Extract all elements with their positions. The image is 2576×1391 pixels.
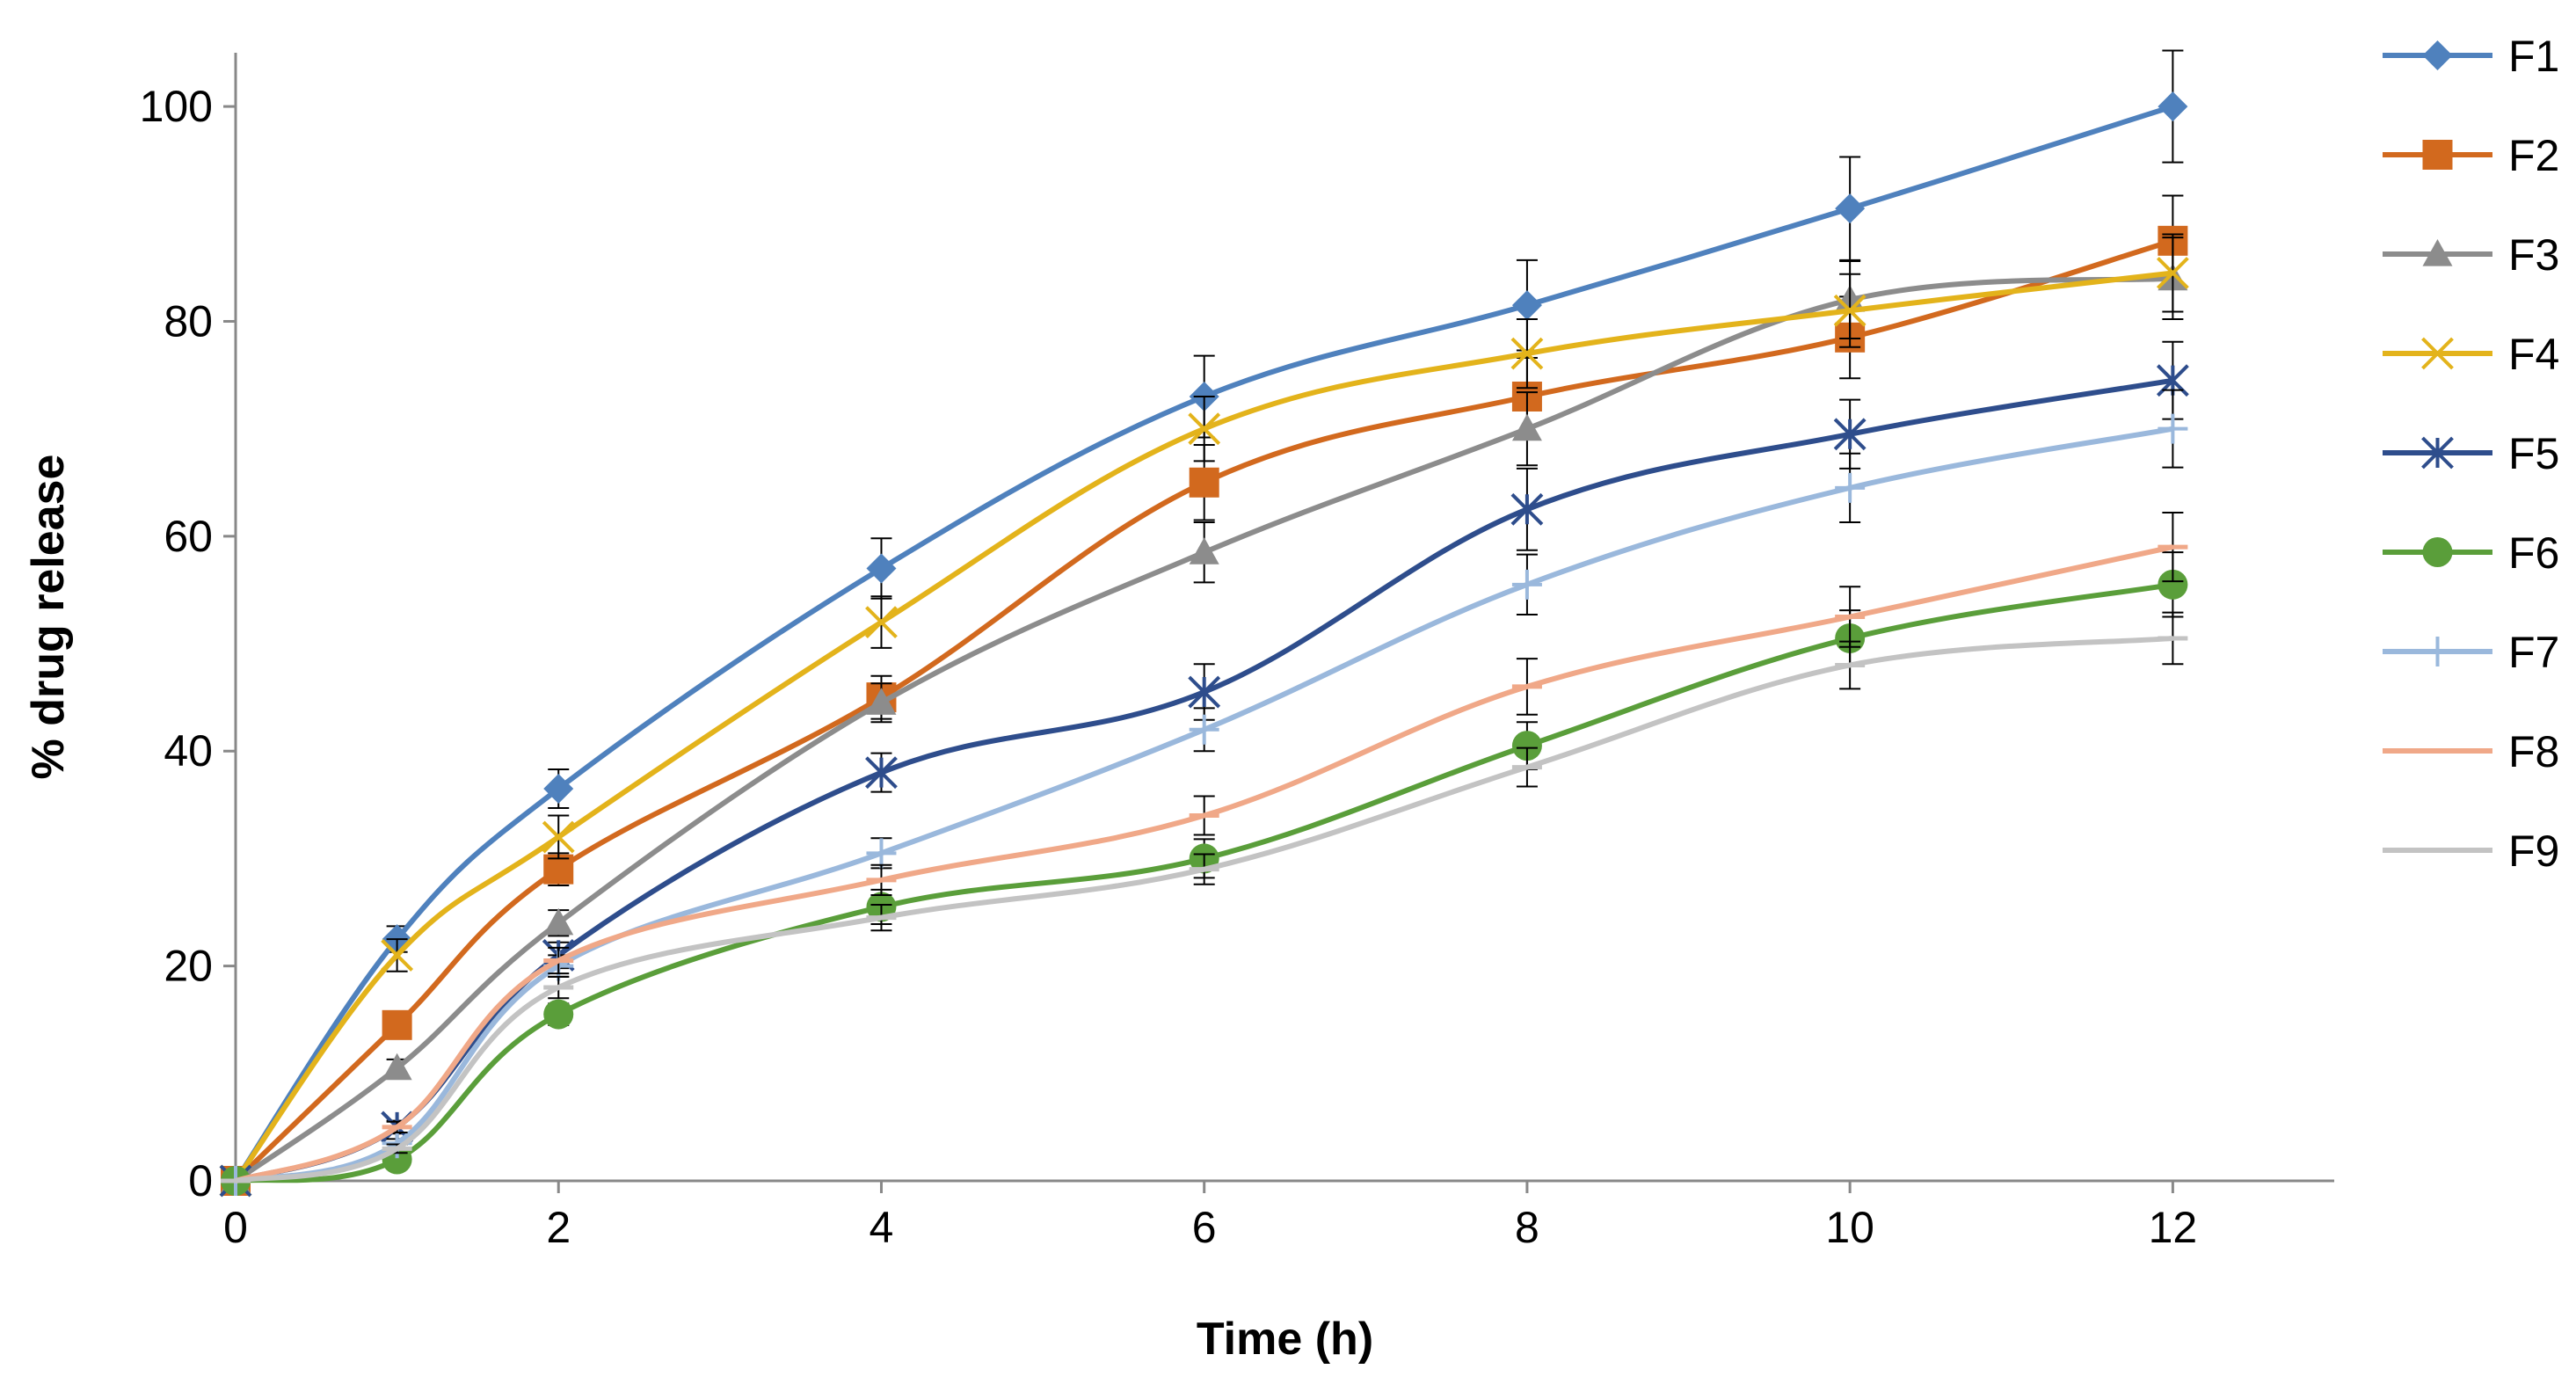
y-tick-label: 100 xyxy=(140,82,213,131)
data-point xyxy=(382,1052,412,1081)
legend-marker xyxy=(2422,40,2453,70)
series-line-f1 xyxy=(233,104,2174,1183)
legend-item-f6: F6 xyxy=(2383,528,2559,578)
legend-item-f8: F8 xyxy=(2383,727,2559,776)
x-tick-label: 12 xyxy=(2149,1203,2198,1252)
series-f9 xyxy=(221,611,2188,1183)
data-point xyxy=(2156,257,2189,289)
data-point xyxy=(1510,337,1544,370)
legend-marker xyxy=(2421,337,2454,370)
series-line-f2 xyxy=(233,237,2174,1183)
data-point xyxy=(1511,290,1542,321)
data-point xyxy=(1189,714,1219,745)
legend-label: F3 xyxy=(2508,230,2559,280)
y-tick-label: 60 xyxy=(164,512,213,561)
x-axis-title: Time (h) xyxy=(1197,1314,1373,1365)
series-line-f8 xyxy=(235,544,2174,1183)
data-point xyxy=(382,1009,412,1040)
legend-item-f7: F7 xyxy=(2383,628,2559,677)
data-point xyxy=(1835,193,1866,224)
legend-item-f4: F4 xyxy=(2383,330,2559,379)
series-line-f9 xyxy=(235,635,2173,1183)
x-tick-label: 6 xyxy=(1192,1203,1217,1252)
legend-item-f5: F5 xyxy=(2383,429,2559,478)
legend-label: F7 xyxy=(2508,628,2559,677)
data-point xyxy=(542,820,575,854)
y-tick-label: 40 xyxy=(164,726,213,776)
data-point xyxy=(2158,413,2188,444)
legend-marker xyxy=(2422,140,2453,170)
legend-label: F5 xyxy=(2508,429,2559,478)
legend-marker xyxy=(2422,537,2453,567)
data-point xyxy=(1835,472,1866,503)
axes-layer: 0 20 40 60 80 100 0 2 4 6 8 10 12 Time (h) % drug r… xyxy=(23,53,2334,1365)
y-tick-label: 0 xyxy=(188,1156,213,1205)
data-point xyxy=(1511,413,1542,441)
y-tick-label: 80 xyxy=(164,296,213,346)
legend-item-f2: F2 xyxy=(2383,131,2559,180)
legend-label: F2 xyxy=(2508,131,2559,180)
data-point xyxy=(866,553,897,584)
data-point xyxy=(1510,492,1544,526)
series-line-f7 xyxy=(235,426,2173,1183)
data-point xyxy=(543,907,574,936)
data-point xyxy=(865,606,898,639)
legend-label: F8 xyxy=(2508,727,2559,776)
data-point xyxy=(381,938,414,972)
data-point xyxy=(866,688,897,715)
data-point xyxy=(1833,418,1867,451)
y-tick-label: 20 xyxy=(164,942,213,991)
x-tick-label: 2 xyxy=(546,1203,571,1252)
legend-label: F9 xyxy=(2508,827,2559,876)
data-point xyxy=(2158,91,2188,122)
legend-marker xyxy=(2422,637,2453,666)
data-point xyxy=(1188,675,1221,709)
legend-label: F1 xyxy=(2508,32,2559,81)
legend: F1 F2 F3 F4 F5 F6 F7 F8 F9 xyxy=(2383,32,2559,876)
x-axis-ticks: 0 2 4 6 8 10 12 xyxy=(223,1181,2197,1252)
series-line-f3 xyxy=(234,275,2173,1183)
y-axis-ticks: 0 20 40 60 80 100 xyxy=(140,82,236,1205)
series-line-f6 xyxy=(235,581,2173,1183)
data-point xyxy=(2158,569,2188,600)
y-axis-title: % drug release xyxy=(23,455,74,780)
data-point xyxy=(1189,537,1219,564)
series-layer xyxy=(219,49,2189,1198)
legend-item-f1: F1 xyxy=(2383,32,2559,81)
series-f3 xyxy=(221,237,2188,1193)
legend-label: F4 xyxy=(2508,330,2559,379)
legend-marker xyxy=(2421,436,2454,470)
x-tick-label: 10 xyxy=(1825,1203,1874,1252)
legend-item-f9: F9 xyxy=(2383,827,2559,876)
data-point xyxy=(1189,467,1219,498)
data-point xyxy=(1511,731,1542,761)
x-tick-label: 8 xyxy=(1515,1203,1539,1252)
legend-marker xyxy=(2422,239,2453,266)
data-point xyxy=(866,838,897,869)
data-point xyxy=(543,774,574,805)
data-point xyxy=(1188,412,1221,446)
series-f1 xyxy=(221,49,2188,1196)
data-point xyxy=(865,756,898,790)
data-point xyxy=(1833,294,1867,327)
legend-item-f3: F3 xyxy=(2383,230,2559,280)
x-tick-label: 4 xyxy=(870,1203,894,1252)
data-point xyxy=(1511,569,1542,600)
x-tick-label: 0 xyxy=(223,1203,248,1252)
series-line-f4 xyxy=(233,270,2173,1183)
data-point xyxy=(543,999,574,1030)
legend-label: F6 xyxy=(2508,528,2559,578)
